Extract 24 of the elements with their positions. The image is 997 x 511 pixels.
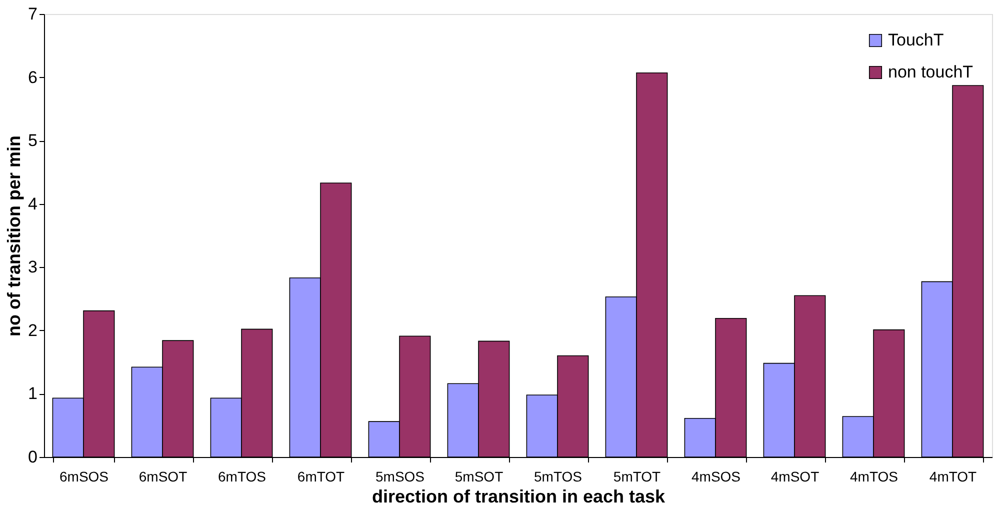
x-tick-label: 5mSOS	[375, 468, 425, 484]
x-tick-label: 5mTOT	[613, 468, 662, 484]
x-tick-label: 4mSOT	[770, 468, 820, 484]
y-tick-label: 6	[28, 68, 38, 87]
x-tick-label: 5mTOS	[534, 468, 582, 484]
y-tick-label: 3	[28, 258, 38, 277]
y-axis-title: no of transition per min	[4, 136, 24, 336]
y-tick-label: 0	[28, 448, 38, 466]
y-tick-label: 2	[28, 320, 38, 340]
x-tick-label: 6mSOT	[138, 468, 188, 484]
x-axis-title: direction of transition in each task	[372, 486, 666, 506]
y-tick-label: 1	[28, 384, 38, 404]
x-tick-label: 6mTOS	[218, 468, 266, 484]
x-tick-label: 4mTOS	[850, 468, 898, 484]
x-tick-label: 4mTOT	[929, 468, 978, 484]
x-tick-label: 6mSOS	[59, 468, 109, 484]
y-tick-label: 5	[28, 131, 38, 150]
y-tick-label: 4	[28, 194, 38, 214]
y-tick-label: 7	[28, 4, 38, 24]
x-tick-label: 5mSOT	[454, 468, 504, 484]
x-tick-label: 6mTOT	[297, 468, 346, 484]
legend-label: non touchT	[888, 62, 974, 82]
x-tick-label: 4mSOS	[691, 468, 741, 484]
legend-label: TouchT	[888, 30, 944, 50]
